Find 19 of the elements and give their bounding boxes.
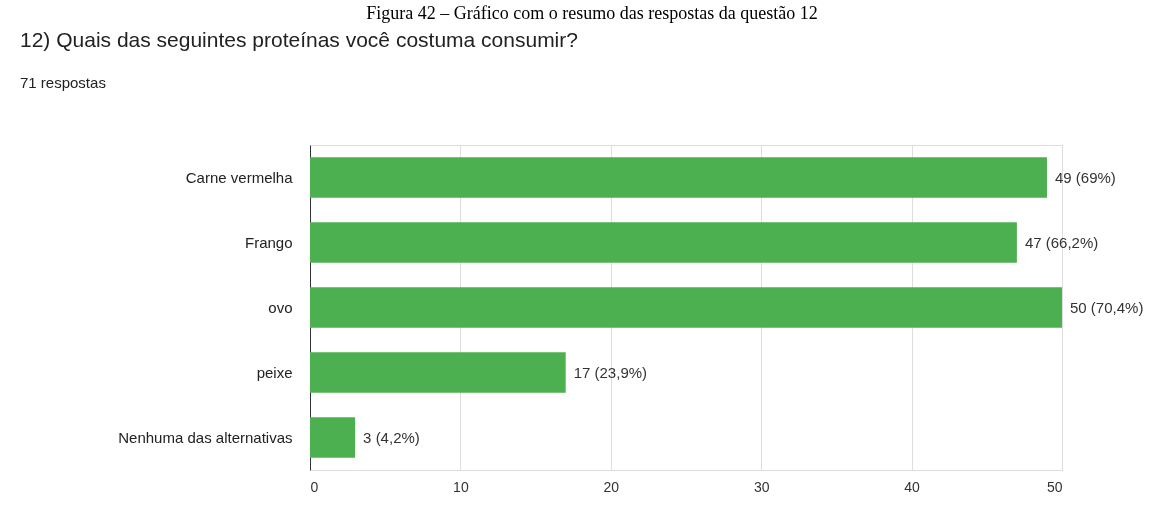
- y-tick-label: Carne vermelha: [185, 168, 294, 186]
- data-label: 17 (23,9%): [573, 363, 648, 381]
- data-label: 47 (66,2%): [1024, 233, 1099, 251]
- chart-title: 12) Quais das seguintes proteínas você costuma consumir?: [20, 28, 578, 51]
- y-tick-label: ovo: [268, 298, 293, 316]
- x-tick-label: 10: [453, 478, 469, 495]
- text: 71 respostas: [20, 74, 106, 91]
- x-tick-label: 0: [310, 478, 319, 495]
- x-tick-label: 40: [904, 478, 921, 495]
- y-tick-label: Nenhuma das alternativas: [118, 428, 293, 446]
- x-tick-label: 50: [1046, 478, 1063, 495]
- data-label: 49 (69%): [1054, 168, 1116, 186]
- x-tick-label: 20: [603, 478, 620, 495]
- x-tick-label: 30: [753, 478, 770, 495]
- y-tick-label: peixe: [256, 363, 293, 381]
- data-label: 50 (70,4%): [1070, 298, 1144, 316]
- y-tick-label: Frango: [244, 233, 293, 251]
- text: Figura 42 – Gráfico com o resumo das respostas da questão 12: [366, 3, 818, 23]
- data-label: 3 (4,2%): [363, 428, 420, 446]
